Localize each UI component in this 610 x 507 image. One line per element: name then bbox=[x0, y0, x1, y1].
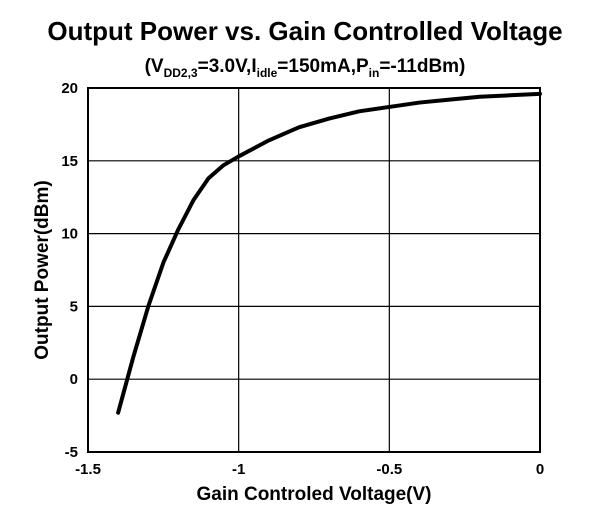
subscript: idle bbox=[257, 66, 278, 80]
x-tick-label: -1.5 bbox=[75, 461, 101, 478]
y-tick-label: 5 bbox=[70, 298, 78, 315]
subscript: DD2,3 bbox=[164, 66, 198, 80]
subtitle-part: (V bbox=[145, 56, 164, 77]
plot-frame bbox=[87, 87, 541, 453]
chart-subtitle: (VDD2,3=3.0V,Iidle=150mA,Pin=-11dBm) bbox=[145, 56, 466, 80]
x-axis-label: Gain Controled Voltage(V) bbox=[196, 484, 431, 505]
subtitle-part: =150mA,P bbox=[277, 56, 369, 77]
y-tick-label: 10 bbox=[61, 226, 78, 243]
subtitle-part: =3.0V,I bbox=[198, 56, 257, 77]
y-tick-label: 0 bbox=[70, 371, 78, 388]
x-tick-label: 0 bbox=[536, 461, 544, 478]
chart-title: Output Power vs. Gain Controlled Voltage bbox=[47, 16, 562, 46]
y-axis-label: Output Power(dBm) bbox=[32, 180, 53, 359]
y-tick-label: 20 bbox=[61, 80, 78, 97]
subscript: in bbox=[369, 66, 380, 80]
data-line bbox=[116, 91, 542, 415]
y-tick-label: -5 bbox=[65, 444, 78, 461]
x-tick-label: -1 bbox=[232, 461, 245, 478]
x-tick-label: -0.5 bbox=[376, 461, 402, 478]
y-tick-label: 15 bbox=[61, 153, 78, 170]
subtitle-part: =-11dBm) bbox=[379, 56, 465, 77]
